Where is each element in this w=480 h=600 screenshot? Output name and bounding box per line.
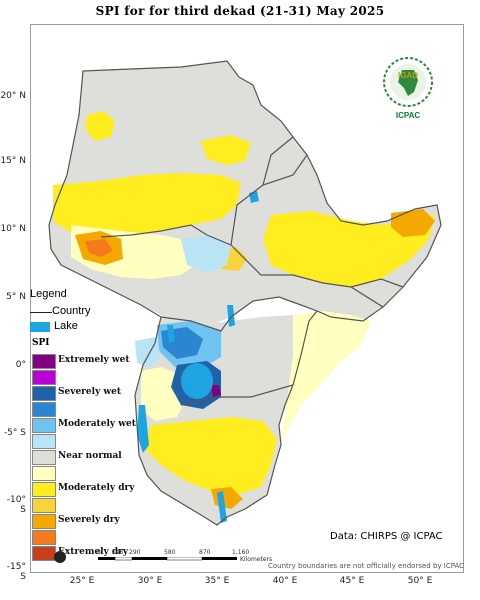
spi-swatch [32,370,56,385]
lon-label-25e: 25° E [69,576,95,586]
lake-swatch [30,322,50,332]
severe-dry [391,209,435,237]
icpac-logo: IGAD [383,57,433,107]
lakes [137,191,259,523]
north-arrow-icon [54,551,66,563]
dry-patch [263,211,435,287]
lat-label-5n: 5° N [6,292,26,302]
spi-swatch [32,402,56,417]
spi-swatch [32,498,56,513]
scale-label: 580 [164,549,176,556]
lake-turkana [227,305,235,327]
lon-label-40e: 40° E [272,576,298,586]
scale-bar [98,557,237,561]
wet-patch [181,235,231,273]
lat-label-15s: -15° S [6,562,26,582]
country-line-symbol [30,312,52,313]
scale-label: 870 [199,549,211,556]
spi-class-label: Severely dry [58,515,120,525]
boundary-uganda [160,316,232,332]
lake-victoria [181,363,213,399]
lake-tanganyika [137,405,149,453]
spi-swatch [32,514,56,529]
country-boundaries [48,60,442,526]
legend-lake-label: Lake [54,320,78,332]
dry-patch [201,135,251,165]
lon-label-30e: 30° E [137,576,163,586]
lon-label-45e: 45° E [339,576,365,586]
lat-label-10s: -10° S [6,495,26,515]
logo-label: ICPAC [395,111,421,120]
spi-swatch [32,530,56,545]
lat-label-10n: 10° N [0,224,26,234]
spi-class-label: Moderately wet [58,419,136,429]
data-credit: Data: CHIRPS @ ICPAC [330,531,443,542]
lat-label-15n: 15° N [0,156,26,166]
boundary-kenya [230,296,318,318]
lake-albert [167,325,175,343]
extreme-dry [85,239,113,257]
boundary-disclaimer: Country boundaries are not officially en… [268,562,465,570]
spi-swatch [32,546,56,561]
map-title: SPI for for third dekad (21-31) May 2025 [95,4,385,18]
boundary-ethiopia-south [230,244,384,308]
boundary-sudan-ssudan [100,224,232,246]
spi-swatch [32,466,56,481]
wet-patch [211,385,221,397]
lake-malawi [217,491,227,523]
spi-swatch [32,354,56,369]
scale-label: 145 [112,549,124,556]
lat-label-5s: -5° S [3,428,26,438]
boundary-eritrea [262,136,294,186]
scale-label: 0 [97,549,101,556]
spi-swatch [32,418,56,433]
spi-class-label: Extremely wet [58,355,130,365]
lon-label-50e: 50° E [407,576,433,586]
dry-patch [85,111,115,141]
scale-label: 1,160 [232,549,250,556]
spi-swatch [32,386,56,401]
map-frame [30,24,464,573]
scale-unit: Kilometers [240,556,273,563]
scale-label: 290 [129,549,141,556]
spi-swatch [32,482,56,497]
lat-label-20n: 20° N [0,91,26,101]
spi-map [48,60,442,526]
legend-title: Legend [30,288,67,300]
spi-swatch [32,450,56,465]
spi-class-label: Near normal [58,451,122,461]
boundary-somalia [350,278,404,288]
spi-class-label: Moderately dry [58,483,135,493]
lat-label-0: 0° [15,360,26,370]
dry-patch [145,417,277,495]
spi-swatch [32,434,56,449]
dry-patch [53,173,241,237]
lon-label-35e: 35° E [204,576,230,586]
legend-country-label: Country [52,305,91,317]
boundary-tanzania [180,384,294,406]
boundary-outline [48,60,442,526]
spi-legend-title: SPI [32,338,50,348]
spi-class-label: Severely wet [58,387,122,397]
logo-inner-text: IGAD [398,71,418,80]
spi-class-label: Extremely dry [58,547,129,557]
